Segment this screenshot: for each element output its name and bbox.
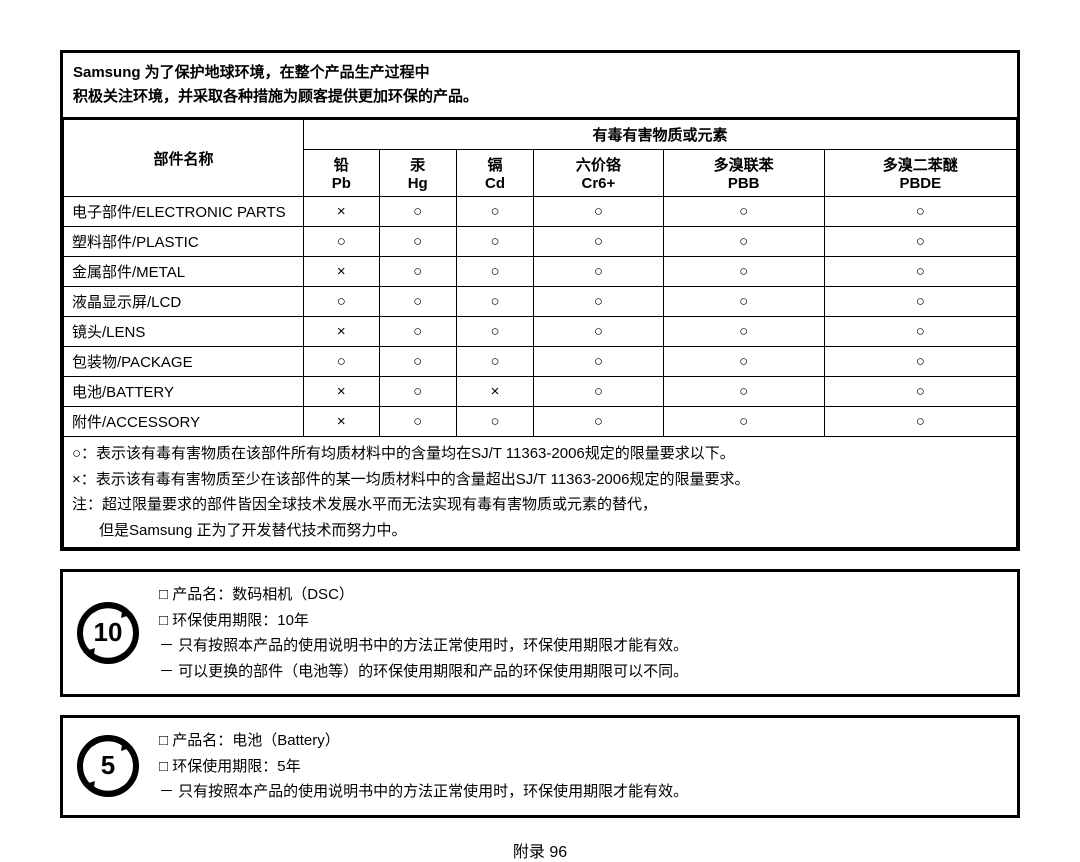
substance-cell: ○: [534, 377, 664, 407]
table-row: 金属部件/METAL×○○○○○: [64, 257, 1017, 287]
substance-cell: ○: [456, 227, 533, 257]
substance-cell: ○: [534, 347, 664, 377]
notice-battery-lines: □ 产品名：电池（Battery） □ 环保使用期限：5年 － 只有按照本产品的…: [159, 728, 688, 805]
substance-cell: ○: [663, 347, 824, 377]
substance-cell: ○: [824, 257, 1016, 287]
part-name-cell: 金属部件/METAL: [64, 257, 304, 287]
notice-line: □ 环保使用期限：5年: [159, 754, 688, 780]
col-pb: 铅Pb: [304, 150, 380, 197]
eco-number-10: 10: [94, 617, 123, 648]
table-row: 塑料部件/PLASTIC○○○○○○: [64, 227, 1017, 257]
header-line1: Samsung 为了保护地球环境，在整个产品生产过程中: [73, 61, 1007, 85]
substance-cell: ○: [824, 407, 1016, 437]
substance-cell: ○: [663, 287, 824, 317]
notice-dsc-lines: □ 产品名：数码相机（DSC） □ 环保使用期限：10年 － 只有按照本产品的使…: [159, 582, 688, 684]
substance-cell: ○: [379, 317, 456, 347]
substance-cell: ○: [379, 227, 456, 257]
substance-cell: ○: [379, 377, 456, 407]
substance-cell: ×: [456, 377, 533, 407]
substance-cell: ○: [824, 287, 1016, 317]
substance-cell: ○: [379, 257, 456, 287]
notice-line: □ 产品名：数码相机（DSC）: [159, 582, 688, 608]
notice-box-battery: 5 □ 产品名：电池（Battery） □ 环保使用期限：5年 － 只有按照本产…: [60, 715, 1020, 818]
substance-cell: ○: [456, 257, 533, 287]
notice-line: － 只有按照本产品的使用说明书中的方法正常使用时，环保使用期限才能有效。: [159, 779, 688, 805]
substance-cell: ○: [534, 407, 664, 437]
notice-line: □ 环保使用期限：10年: [159, 608, 688, 634]
substance-cell: ○: [824, 227, 1016, 257]
eco-number-5: 5: [101, 750, 115, 781]
substance-cell: ○: [534, 227, 664, 257]
substance-cell: ○: [663, 257, 824, 287]
substance-cell: ○: [456, 347, 533, 377]
col-pbb: 多溴联苯PBB: [663, 150, 824, 197]
table-row: 电子部件/ELECTRONIC PARTS×○○○○○: [64, 197, 1017, 227]
substance-cell: ○: [663, 407, 824, 437]
substance-cell: ○: [456, 287, 533, 317]
table-row: 附件/ACCESSORY×○○○○○: [64, 407, 1017, 437]
notice-line: － 可以更换的部件（电池等）的环保使用期限和产品的环保使用期限可以不同。: [159, 659, 688, 685]
part-name-cell: 液晶显示屏/LCD: [64, 287, 304, 317]
eco-icon-10: 10: [77, 602, 139, 664]
substance-cell: ○: [379, 407, 456, 437]
substance-cell: ×: [304, 257, 380, 287]
table-row: 包装物/PACKAGE○○○○○○: [64, 347, 1017, 377]
col-part-name: 部件名称: [64, 120, 304, 197]
substance-cell: ○: [824, 317, 1016, 347]
substance-cell: ○: [379, 197, 456, 227]
substance-cell: ×: [304, 377, 380, 407]
part-name-cell: 附件/ACCESSORY: [64, 407, 304, 437]
substance-cell: ○: [456, 407, 533, 437]
note-cross: ×：表示该有毒有害物质至少在该部件的某一均质材料中的含量超出SJ/T 11363…: [72, 467, 1008, 493]
part-name-cell: 电子部件/ELECTRONIC PARTS: [64, 197, 304, 227]
page-footer: 附录 96: [60, 838, 1020, 862]
part-name-cell: 电池/BATTERY: [64, 377, 304, 407]
hazard-table-container: Samsung 为了保护地球环境，在整个产品生产过程中 积极关注环境，并采取各种…: [60, 50, 1020, 551]
part-name-cell: 包装物/PACKAGE: [64, 347, 304, 377]
table-row: 电池/BATTERY×○×○○○: [64, 377, 1017, 407]
notice-line: － 只有按照本产品的使用说明书中的方法正常使用时，环保使用期限才能有效。: [159, 633, 688, 659]
substance-cell: ○: [663, 317, 824, 347]
substance-cell: ○: [534, 287, 664, 317]
substance-cell: ×: [304, 407, 380, 437]
header-statement: Samsung 为了保护地球环境，在整个产品生产过程中 积极关注环境，并采取各种…: [63, 53, 1017, 119]
substance-cell: ○: [663, 227, 824, 257]
substance-cell: ○: [379, 347, 456, 377]
substance-cell: ○: [456, 197, 533, 227]
substance-cell: ○: [534, 317, 664, 347]
substance-cell: ×: [304, 317, 380, 347]
col-substances-group: 有毒有害物质或元素: [304, 120, 1017, 150]
substance-cell: ○: [534, 257, 664, 287]
table-row: 镜头/LENS×○○○○○: [64, 317, 1017, 347]
substance-cell: ○: [824, 347, 1016, 377]
substance-cell: ○: [663, 197, 824, 227]
substance-cell: ○: [304, 227, 380, 257]
table-row: 液晶显示屏/LCD○○○○○○: [64, 287, 1017, 317]
notice-box-dsc: 10 □ 产品名：数码相机（DSC） □ 环保使用期限：10年 － 只有按照本产…: [60, 569, 1020, 697]
substance-cell: ○: [304, 347, 380, 377]
col-hg: 汞Hg: [379, 150, 456, 197]
substance-cell: ×: [304, 197, 380, 227]
notice-line: □ 产品名：电池（Battery）: [159, 728, 688, 754]
substance-cell: ○: [534, 197, 664, 227]
substance-cell: ○: [824, 377, 1016, 407]
substance-cell: ○: [456, 317, 533, 347]
part-name-cell: 镜头/LENS: [64, 317, 304, 347]
substance-cell: ○: [379, 287, 456, 317]
substance-cell: ○: [304, 287, 380, 317]
col-cd: 镉Cd: [456, 150, 533, 197]
table-notes-row: ○：表示该有毒有害物质在该部件所有均质材料中的含量均在SJ/T 11363-20…: [64, 437, 1017, 548]
substance-cell: ○: [663, 377, 824, 407]
eco-icon-5: 5: [77, 735, 139, 797]
note-remark: 注：超过限量要求的部件皆因全球技术发展水平而无法实现有毒有害物质或元素的替代，: [72, 492, 1008, 518]
hazardous-substances-table: 部件名称 有毒有害物质或元素 铅Pb 汞Hg 镉Cd 六价铬Cr6+ 多溴联苯P…: [63, 119, 1017, 548]
note-remark2: 但是Samsung 正为了开发替代技术而努力中。: [72, 518, 1008, 544]
note-circle: ○：表示该有毒有害物质在该部件所有均质材料中的含量均在SJ/T 11363-20…: [72, 441, 1008, 467]
header-line2: 积极关注环境，并采取各种措施为顾客提供更加环保的产品。: [73, 85, 1007, 109]
col-pbde: 多溴二苯醚PBDE: [824, 150, 1016, 197]
col-cr6: 六价铬Cr6+: [534, 150, 664, 197]
substance-cell: ○: [824, 197, 1016, 227]
part-name-cell: 塑料部件/PLASTIC: [64, 227, 304, 257]
